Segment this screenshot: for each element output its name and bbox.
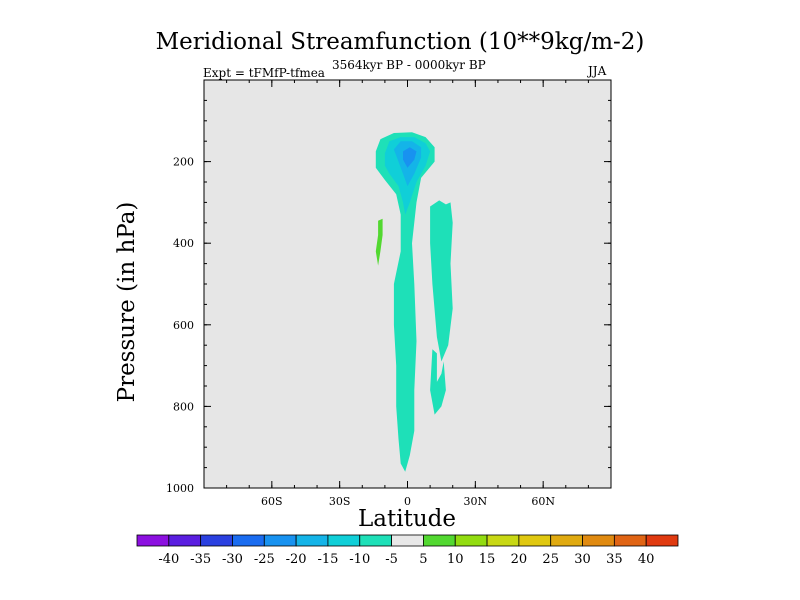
colorbar-label: -25 — [254, 552, 275, 567]
season-label: JJA — [588, 64, 607, 78]
colorbar-box — [486, 534, 520, 547]
colorbar-box — [295, 534, 329, 547]
colorbar-label: -30 — [222, 552, 243, 567]
x-tick-label: 60N — [531, 495, 555, 508]
colorbar-box — [645, 534, 679, 547]
colorbar-box — [232, 534, 265, 547]
contour-region-band-north — [430, 200, 453, 362]
y-tick-label: 1000 — [166, 482, 194, 495]
y-tick-label: 400 — [173, 237, 194, 250]
chart-title: Meridional Streamfunction (10**9kg/m-2) — [155, 29, 645, 55]
colorbar-box — [518, 534, 552, 547]
contour-region-pos5 — [375, 218, 383, 266]
colorbar-label: 30 — [574, 552, 591, 567]
y-tick-label: 800 — [173, 400, 194, 413]
colorbar-label: 10 — [447, 552, 464, 567]
colorbar-box — [200, 534, 233, 547]
colorbar-label: 40 — [638, 552, 655, 567]
y-tick-label: 600 — [173, 319, 194, 332]
colorbar-box — [454, 534, 488, 547]
colorbar-label: 25 — [542, 552, 559, 567]
x-tick-label: 30S — [329, 495, 351, 508]
colorbar-label: 15 — [479, 552, 496, 567]
colorbar-label: 35 — [606, 552, 623, 567]
colorbar-box — [168, 534, 202, 547]
colorbar-label: -35 — [190, 552, 211, 567]
x-tick-label: 30N — [464, 495, 488, 508]
colorbar-box — [391, 534, 424, 547]
colorbar-label: -20 — [286, 552, 307, 567]
colorbar-box — [582, 534, 615, 547]
time-range-label: 3564kyr BP - 0000kyr BP — [332, 58, 486, 72]
colorbar-label: 5 — [419, 552, 427, 567]
colorbar-label: 20 — [511, 552, 528, 567]
contour-region-neg20 — [403, 147, 417, 168]
colorbar-box — [613, 534, 647, 547]
colorbar-box — [136, 534, 170, 547]
x-tick-label: 60S — [261, 495, 283, 508]
colorbar-box — [359, 534, 392, 547]
x-tick-label: 0 — [404, 495, 411, 508]
contour-region-band-lower — [430, 349, 446, 415]
colorbar-label: -40 — [158, 552, 179, 567]
colorbar-box — [550, 534, 583, 547]
experiment-label: Expt = tFMfP-tfmea — [203, 66, 325, 80]
x-axis-label: Latitude — [358, 506, 456, 532]
colorbar-label: -10 — [349, 552, 370, 567]
colorbar-box — [263, 534, 297, 547]
colorbar-box — [327, 534, 361, 547]
colorbar-label: -15 — [317, 552, 338, 567]
colorbar-label: -5 — [385, 552, 398, 567]
colorbar-box — [423, 534, 456, 547]
y-tick-label: 200 — [173, 156, 194, 169]
contour-region-neg5 — [375, 132, 435, 472]
